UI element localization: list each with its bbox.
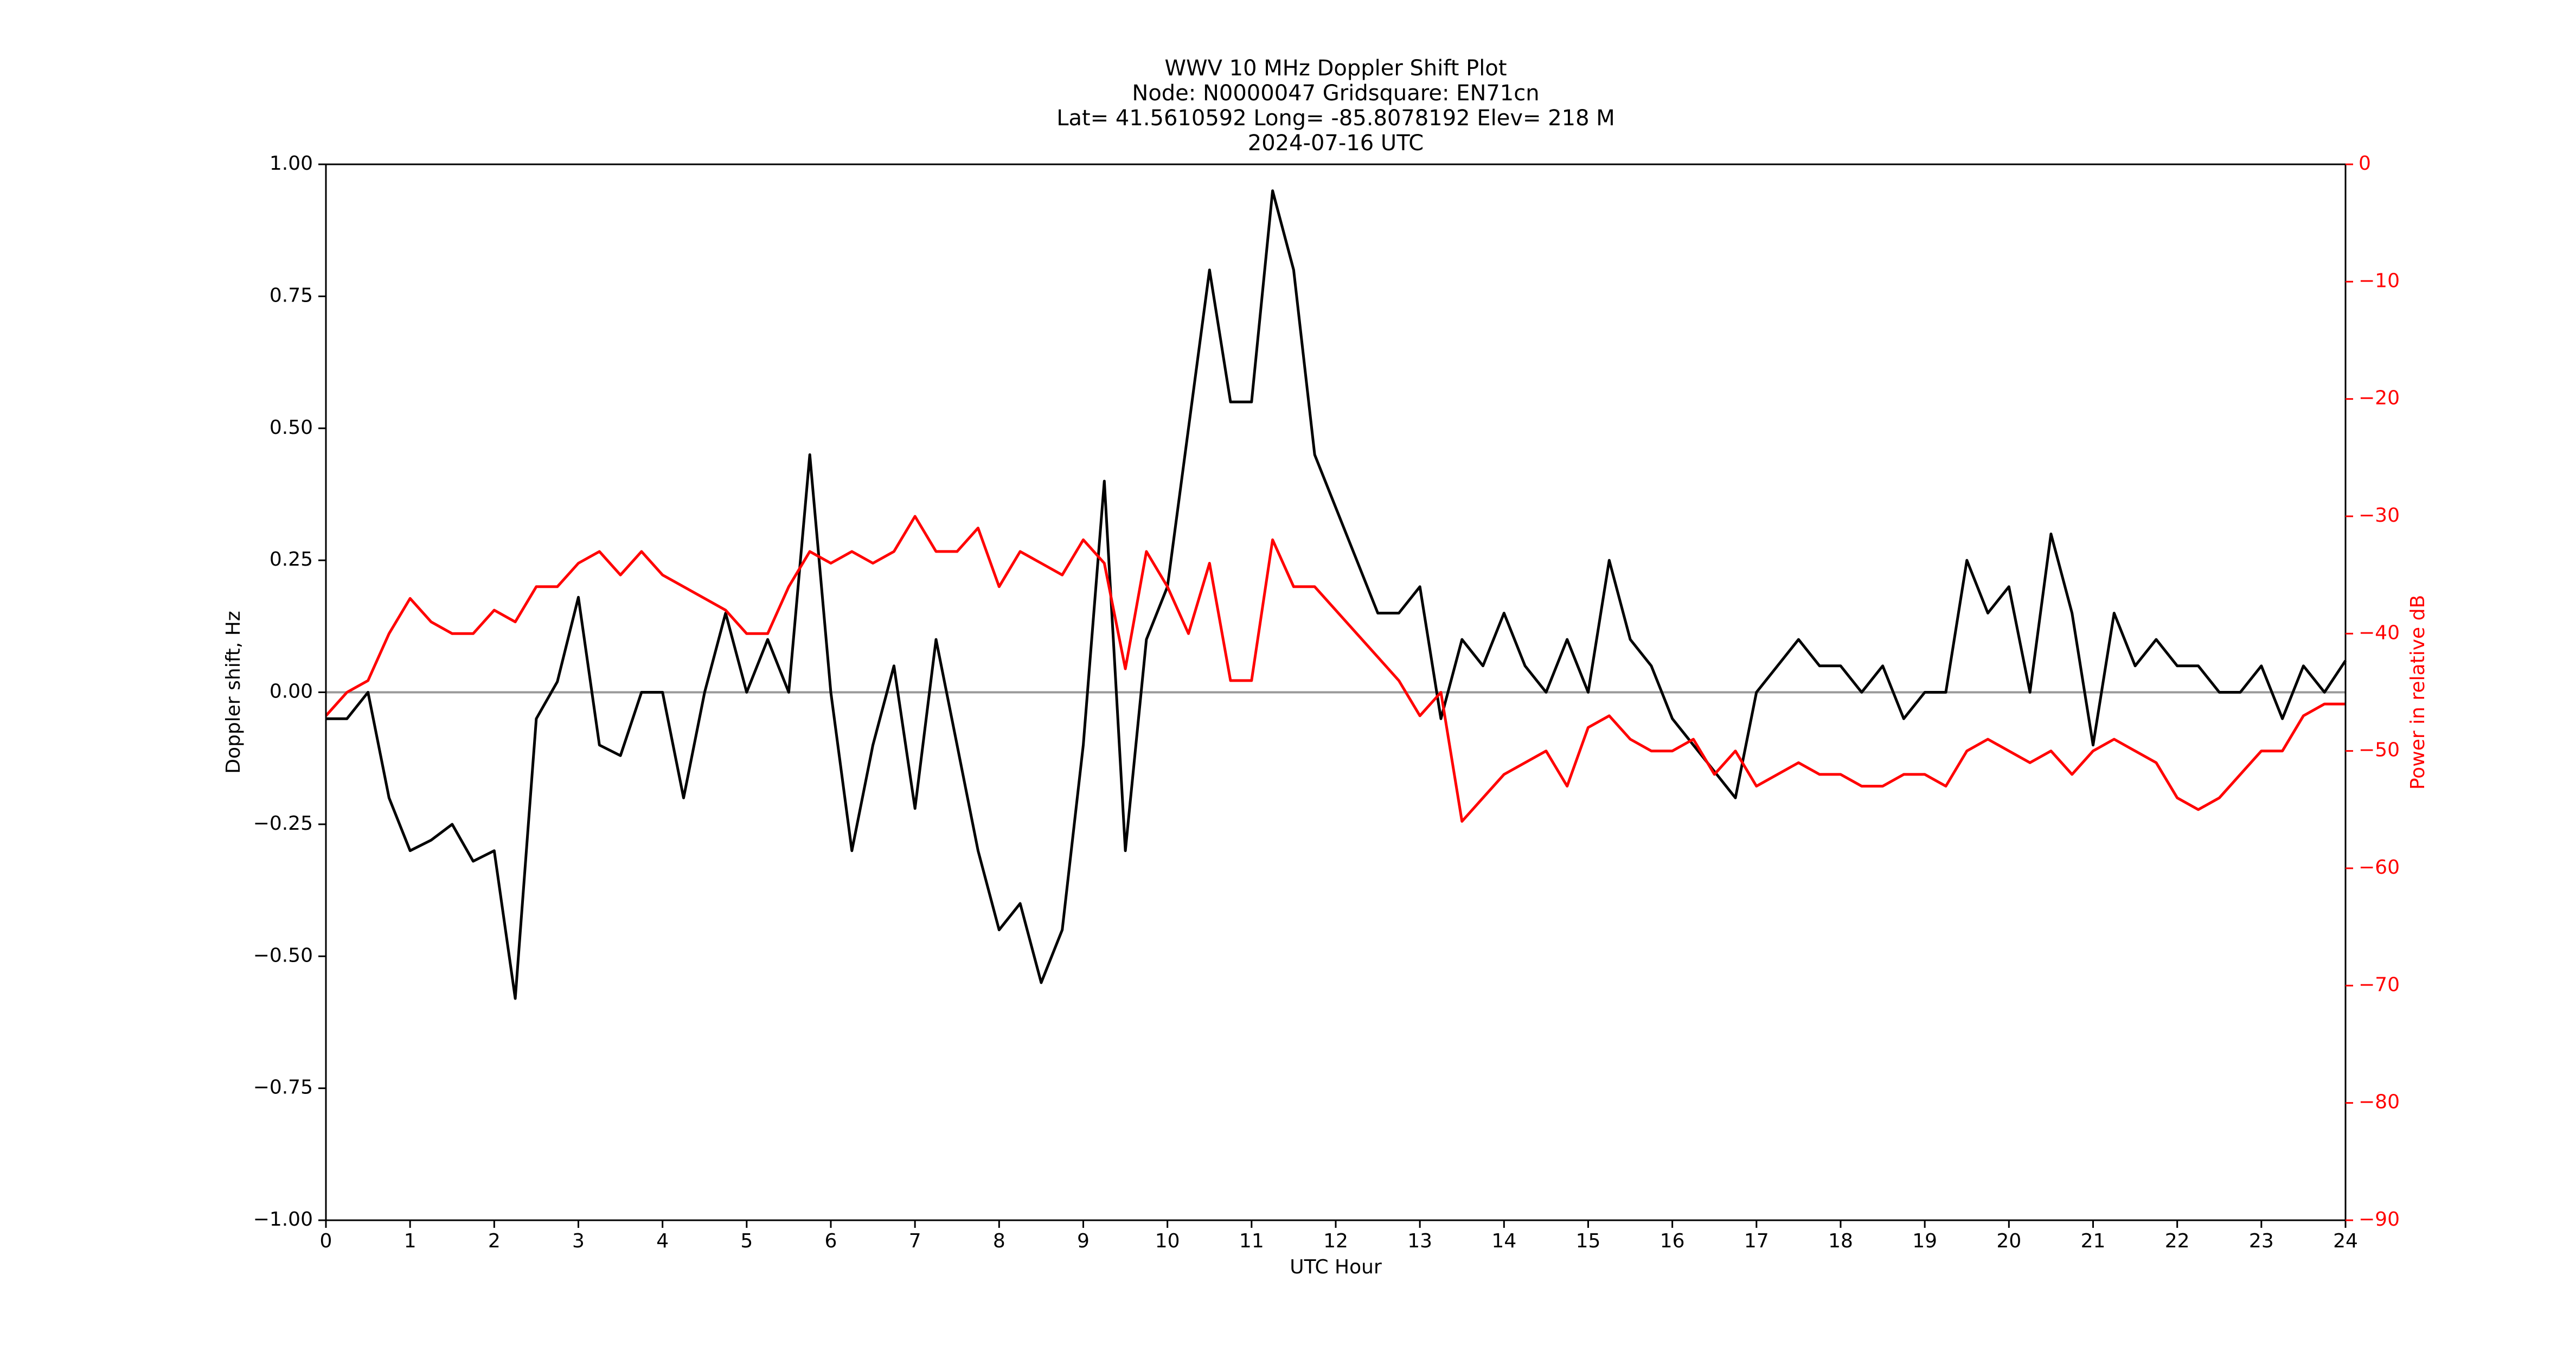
- x-tick-label: 2: [488, 1230, 501, 1252]
- y2-tick-label: −90: [2359, 1208, 2400, 1231]
- y2-tick-label: −40: [2359, 622, 2400, 644]
- x-tick-label: 18: [1828, 1230, 1853, 1252]
- data-line: [326, 189, 2347, 1000]
- chart-title: Node: N0000047 Gridsquare: EN71cn: [1132, 81, 1539, 106]
- x-tick-label: 8: [993, 1230, 1005, 1252]
- x-tick-label: 13: [1407, 1230, 1432, 1252]
- y-tick-label: 1.00: [270, 152, 313, 175]
- x-tick-label: 6: [825, 1230, 837, 1252]
- chart-title: WWV 10 MHz Doppler Shift Plot: [1164, 56, 1507, 81]
- y2-tick-label: −30: [2359, 504, 2400, 527]
- y2-axis-label: Power in relative dB: [2407, 595, 2429, 790]
- y-tick-label: 0.50: [270, 417, 313, 439]
- y2-tick-label: −10: [2359, 270, 2400, 292]
- x-tick-label: 9: [1077, 1230, 1090, 1252]
- x-tick-label: 12: [1323, 1230, 1348, 1252]
- x-axis-label: UTC Hour: [1290, 1256, 1382, 1278]
- x-tick-label: 5: [740, 1230, 753, 1252]
- x-tick-label: 21: [2081, 1230, 2106, 1252]
- chart-title: Lat= 41.5610592 Long= -85.8078192 Elev= …: [1056, 106, 1615, 131]
- y2-tick-label: −60: [2359, 856, 2400, 879]
- x-tick-label: 3: [572, 1230, 585, 1252]
- x-tick-label: 17: [1744, 1230, 1769, 1252]
- y-tick-label: −0.25: [253, 812, 313, 835]
- x-tick-label: 0: [320, 1230, 332, 1252]
- y-tick-label: 0.75: [270, 284, 313, 306]
- x-tick-label: 1: [404, 1230, 416, 1252]
- x-tick-label: 24: [2333, 1230, 2358, 1252]
- y-axis-label: Doppler shift, Hz: [222, 611, 245, 773]
- y2-tick-label: 0: [2359, 152, 2371, 175]
- x-tick-label: 16: [1660, 1230, 1685, 1252]
- y2-tick-label: −20: [2359, 387, 2400, 409]
- x-tick-label: 15: [1576, 1230, 1601, 1252]
- x-tick-label: 4: [656, 1230, 669, 1252]
- x-tick-label: 22: [2165, 1230, 2190, 1252]
- y2-tick-label: −80: [2359, 1091, 2400, 1113]
- x-tick-label: 14: [1491, 1230, 1516, 1252]
- y2-tick-label: −70: [2359, 973, 2400, 996]
- x-tick-label: 10: [1155, 1230, 1180, 1252]
- y-tick-label: −1.00: [253, 1208, 313, 1231]
- y-tick-label: −0.75: [253, 1077, 313, 1099]
- y-tick-label: −0.50: [253, 944, 313, 966]
- y-tick-label: 0.25: [270, 548, 313, 571]
- y-tick-label: 0.00: [270, 681, 313, 703]
- x-tick-label: 20: [1996, 1230, 2021, 1252]
- chart-title: 2024-07-16 UTC: [1248, 131, 1424, 156]
- x-tick-label: 19: [1912, 1230, 1937, 1252]
- y2-tick-label: −50: [2359, 739, 2400, 761]
- x-tick-label: 23: [2249, 1230, 2274, 1252]
- x-tick-label: 7: [909, 1230, 921, 1252]
- data-line: [325, 515, 2346, 823]
- x-tick-label: 11: [1239, 1230, 1264, 1252]
